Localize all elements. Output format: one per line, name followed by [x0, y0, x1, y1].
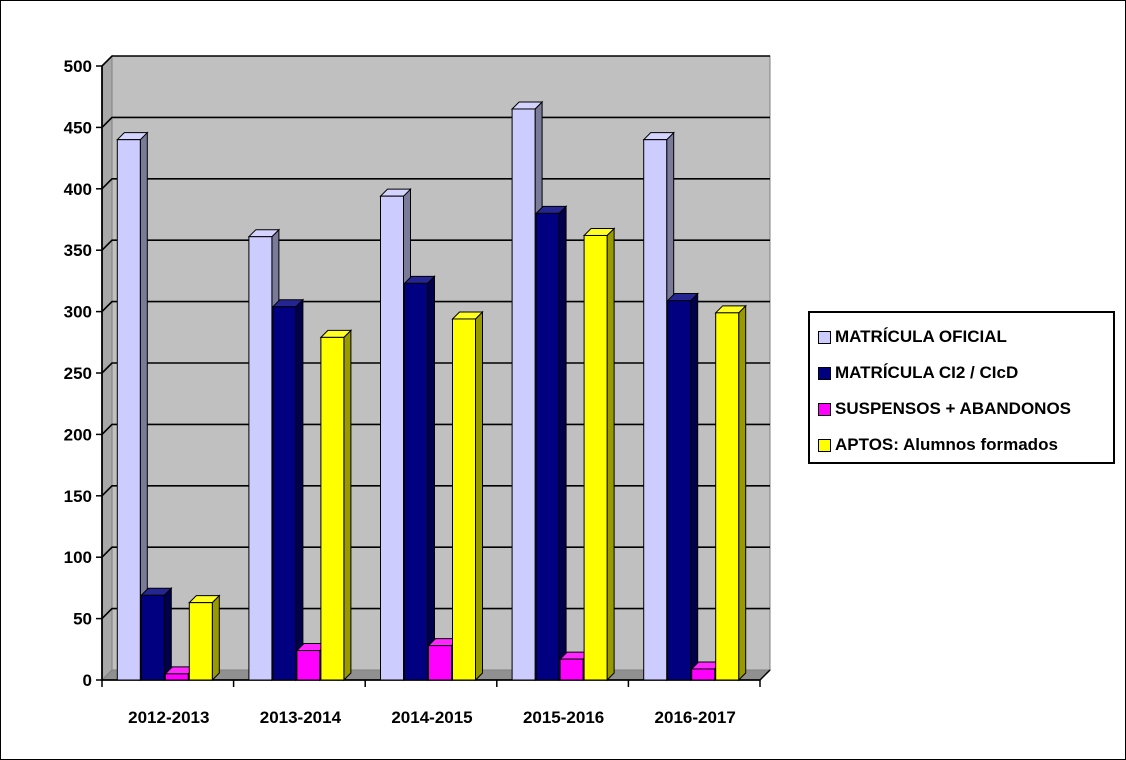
legend-swatch — [818, 402, 831, 416]
gridline — [101, 55, 770, 67]
gridline — [101, 178, 770, 190]
x-axis-depth — [759, 669, 771, 681]
y-tick-label: 100 — [64, 548, 92, 567]
y-tick-label: 300 — [64, 303, 92, 322]
bar — [534, 205, 568, 682]
legend-swatch — [818, 330, 831, 344]
legend-item-matricula-ci2: MATRÍCULA CI2 / CIcD — [818, 355, 1113, 391]
y-tick-label: 350 — [64, 241, 92, 260]
gridline — [101, 116, 770, 128]
bar — [116, 131, 149, 682]
x-tick-label: 2014-2015 — [391, 708, 472, 727]
y-tick-label: 150 — [64, 487, 92, 506]
legend-label: SUSPENSOS + ABANDONOS — [835, 399, 1071, 418]
bar — [666, 292, 699, 682]
legend-item-aptos: APTOS: Alumnos formados — [818, 427, 1113, 463]
bar — [582, 227, 616, 682]
bar — [403, 275, 436, 682]
bar — [451, 310, 484, 682]
bars — [116, 100, 747, 682]
x-tick-label: 2016-2017 — [655, 708, 736, 727]
y-tick-label: 200 — [64, 425, 92, 444]
legend-label: MATRÍCULA CI2 / CIcD — [835, 363, 1019, 382]
y-tick-label: 500 — [64, 57, 92, 76]
legend-item-matricula-oficial: MATRÍCULA OFICIAL — [818, 319, 1113, 355]
x-tick-label: 2012-2013 — [128, 708, 209, 727]
y-tick-labels: 0 50 100 150 200 250 300 350 400 450 500 — [64, 57, 92, 690]
bar — [271, 298, 305, 682]
bar — [188, 594, 221, 682]
legend: MATRÍCULA OFICIAL MATRÍCULA CI2 / CIcD S… — [808, 311, 1115, 464]
y-tick-label: 50 — [73, 610, 92, 629]
legend-swatch — [818, 438, 831, 452]
bar — [714, 304, 747, 682]
legend-label: APTOS: Alumnos formados — [835, 435, 1058, 454]
x-tick-label: 2013-2014 — [260, 708, 342, 727]
x-tick-label: 2015-2016 — [523, 708, 604, 727]
legend-label: MATRÍCULA OFICIAL — [835, 327, 1007, 346]
legend-swatch — [818, 366, 831, 380]
y-tick-label: 450 — [64, 118, 92, 137]
y-tick-label: 400 — [64, 180, 92, 199]
bar — [319, 329, 353, 682]
y-tick-label: 250 — [64, 364, 92, 383]
y-tick-label: 0 — [83, 671, 92, 690]
x-tick-labels: 2012-2013 2013-2014 2014-2015 2015-2016 2016… — [128, 708, 736, 727]
legend-item-suspensos: SUSPENSOS + ABANDONOS — [818, 391, 1113, 427]
bar — [140, 587, 173, 682]
